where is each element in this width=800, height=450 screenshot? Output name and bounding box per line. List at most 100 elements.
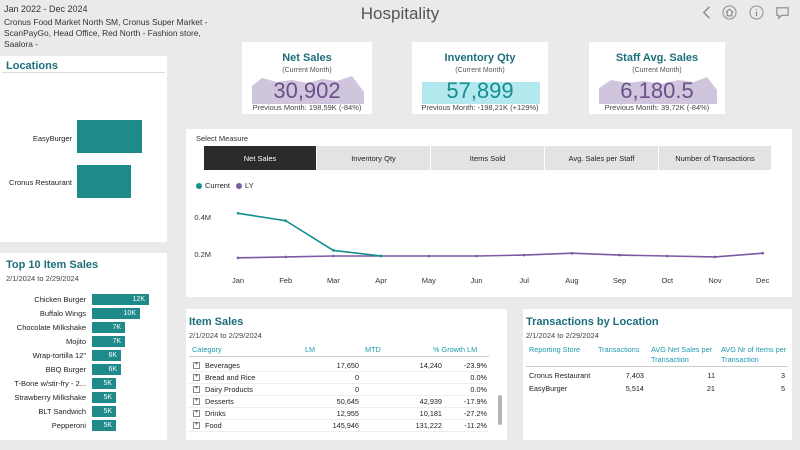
expand-icon[interactable]: +	[193, 398, 200, 405]
top10-item-label: Pepperoni	[51, 421, 86, 430]
col-header-growth[interactable]: % Growth LM	[433, 345, 478, 354]
table-cell: 5,514	[625, 384, 644, 393]
top10-bar[interactable]: 5K	[92, 420, 116, 431]
location-label: Cronus Restaurant	[9, 178, 72, 187]
top10-bar[interactable]: 5K	[92, 392, 116, 403]
top10-bar[interactable]: 7K	[92, 322, 125, 333]
data-point-ly[interactable]	[427, 254, 431, 258]
data-point-ly[interactable]	[666, 254, 669, 258]
kpi-previous: Previous Month: 198,59K (-84%)	[252, 103, 362, 112]
data-point-ly[interactable]	[618, 253, 621, 257]
section-subtitle: 2/1/2024 to 2/29/2024	[189, 331, 262, 340]
table-row[interactable]: + Drinks	[193, 408, 226, 419]
data-point-ly[interactable]	[522, 253, 526, 257]
top10-bar[interactable]: 12K	[92, 294, 149, 305]
table-row[interactable]: + Bread and Rice	[193, 372, 255, 383]
measure-items-sold-button[interactable]: Items Sold	[431, 146, 545, 170]
kpi-previous: Previous Month: -198,21K (+129%)	[421, 103, 539, 112]
table-row[interactable]: + Food	[193, 420, 222, 431]
location-bar[interactable]	[77, 165, 131, 198]
top10-item-label: Buffalo Wings	[39, 309, 86, 318]
scrollbar[interactable]	[498, 395, 502, 425]
table-row[interactable]: + Dairy Products	[193, 384, 253, 395]
data-point-ly[interactable]	[236, 256, 240, 260]
measure-avg-sales-staff-button[interactable]: Avg. Sales per Staff	[545, 146, 659, 170]
table-row[interactable]: + Beverages	[193, 360, 240, 371]
table-cell: -23.9%	[463, 361, 487, 370]
top10-bar[interactable]: 10K	[92, 308, 140, 319]
top10-bar[interactable]: 6K	[92, 364, 121, 375]
table-cell: 5	[780, 384, 785, 393]
table-cell: 131,222	[415, 421, 442, 430]
row-divider	[189, 431, 489, 432]
top10-bar[interactable]: 7K	[92, 336, 125, 347]
data-point-current[interactable]	[379, 254, 383, 258]
info-icon[interactable]	[748, 4, 764, 20]
expand-icon[interactable]: +	[193, 362, 200, 369]
legend: Current LY	[196, 181, 254, 190]
page-title: Hospitality	[360, 4, 440, 23]
expand-icon[interactable]: +	[193, 374, 200, 381]
x-tick-label: Dec	[756, 276, 770, 285]
kpi-subtitle: (Current Month)	[455, 67, 505, 74]
kpi-previous: Previous Month: 39,72K (-84%)	[604, 103, 710, 112]
comment-icon[interactable]	[774, 4, 790, 20]
data-point-current[interactable]	[236, 211, 240, 215]
line-chart: 0.4M 0.2M Jan Feb Mar Apr May Jun Jul Aug Sep Oct No…	[194, 211, 770, 285]
measure-transactions-button[interactable]: Number of Transactions	[659, 146, 772, 170]
top10-item-label: BBQ Burger	[45, 365, 86, 374]
divider	[2, 72, 165, 73]
measure-inventory-qty-button[interactable]: Inventory Qty	[317, 146, 431, 170]
home-icon[interactable]	[721, 4, 737, 20]
row-divider	[189, 407, 489, 408]
data-point-current[interactable]	[332, 249, 335, 252]
top10-bar[interactable]: 6K	[92, 350, 121, 361]
data-point-ly[interactable]	[713, 255, 717, 259]
section-subtitle: 2/1/2024 to 2/29/2024	[526, 331, 599, 340]
item-sales-card: Item Sales 2/1/2024 to 2/29/2024 Categor…	[186, 309, 507, 440]
data-point-ly[interactable]	[475, 254, 478, 258]
x-tick-label: May	[422, 276, 436, 285]
data-point-current[interactable]	[284, 219, 287, 223]
series-line-current[interactable]	[237, 212, 382, 257]
measure-net-sales-button[interactable]: Net Sales	[204, 146, 317, 170]
cell-category: Beverages	[205, 361, 240, 370]
expand-icon[interactable]: +	[193, 410, 200, 417]
table-cell: -11.2%	[464, 421, 487, 430]
back-icon[interactable]	[699, 4, 715, 20]
series-line-ly[interactable]	[237, 252, 763, 259]
table-row[interactable]: + Desserts	[193, 396, 234, 407]
expand-icon[interactable]: +	[193, 386, 200, 393]
col-header-avg-items[interactable]: AVG Nr of Items per Transaction	[721, 345, 787, 364]
data-point-ly[interactable]	[761, 251, 764, 255]
col-header-avg-net-sales[interactable]: AVG Net Sales per Transaction	[651, 345, 713, 364]
top10-bar[interactable]: 5K	[92, 406, 116, 417]
x-tick-label: Jul	[519, 276, 529, 285]
data-point-ly[interactable]	[284, 255, 287, 259]
col-header-transactions[interactable]: Transactions	[598, 345, 640, 354]
top10-item-label: BLT Sandwich	[38, 407, 86, 416]
table-cell: 21	[706, 384, 715, 393]
expand-icon[interactable]: +	[193, 422, 200, 429]
data-point-ly[interactable]	[570, 251, 574, 255]
top10-bar[interactable]: 5K	[92, 378, 116, 389]
data-point-ly[interactable]	[332, 254, 335, 258]
x-tick-label: Jan	[232, 276, 244, 285]
table-cell: -27.2%	[463, 409, 487, 418]
y-tick-label: 0.2M	[194, 250, 211, 259]
section-title: Item Sales	[189, 316, 244, 328]
y-tick-label: 0.4M	[194, 213, 211, 222]
divider	[189, 356, 489, 357]
kpi-staff-avg-sales: Staff Avg. Sales (Current Month) 6,180.5…	[589, 42, 725, 114]
col-header-store[interactable]: Reporting Store	[529, 345, 581, 354]
section-subtitle: 2/1/2024 to 2/29/2024	[6, 274, 79, 283]
table-cell: 7,403	[625, 371, 644, 380]
col-header-category[interactable]: Category	[192, 345, 222, 354]
section-title: Transactions by Location	[526, 316, 659, 328]
table-cell: 0.0%	[470, 385, 487, 394]
section-title: Locations	[6, 60, 58, 72]
location-bar[interactable]	[77, 120, 142, 153]
col-header-mtd[interactable]: MTD	[365, 345, 381, 354]
col-header-lm[interactable]: LM	[305, 345, 316, 354]
table-cell: 10,181	[419, 409, 442, 418]
